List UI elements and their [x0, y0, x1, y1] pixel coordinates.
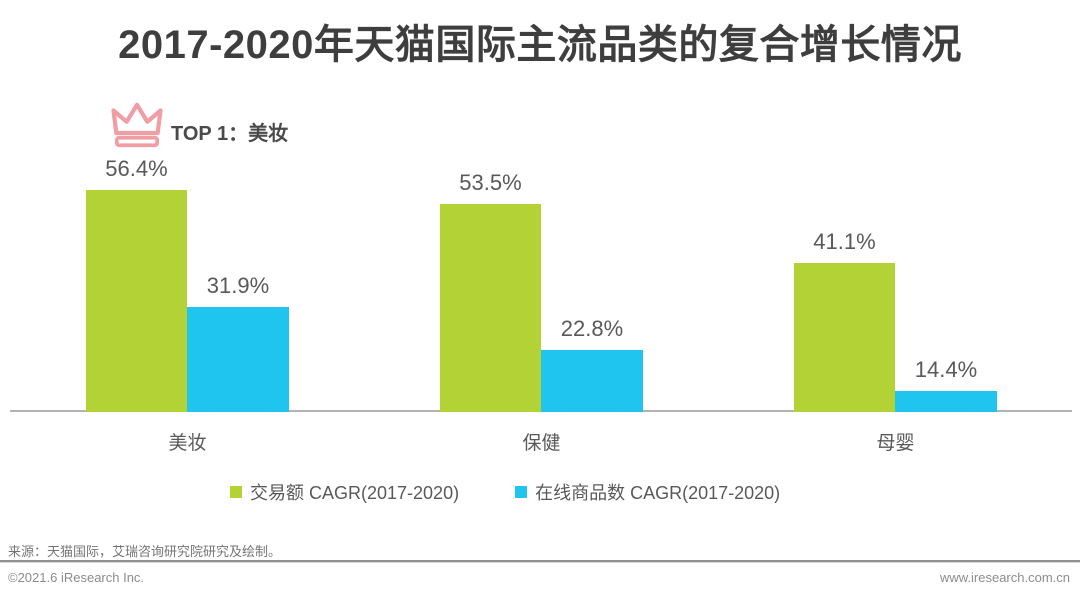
bar-chart-plot-area: 56.4% 31.9% 美妆 53.5% 22.8% 保健 41.1% 14.4% 母婴 [10, 156, 1072, 454]
bar-value-label: 31.9% [206, 273, 270, 298]
legend-label: 在线商品数 CAGR(2017-2020) [535, 483, 781, 503]
category-label-保健: 保健 [522, 433, 561, 454]
bar-value-label: 41.1% [813, 229, 876, 254]
bar-美妆-series1 [187, 307, 289, 412]
bar-value-label: 56.4% [105, 156, 168, 181]
bar-美妆-series0 [86, 190, 187, 412]
legend-swatch-blue [515, 486, 528, 498]
category-label-美妆: 美妆 [168, 433, 207, 454]
bar-value-label: 22.8% [560, 316, 624, 341]
chart-legend: 交易额 CAGR(2017-2020) 在线商品数 CAGR(2017-2020… [230, 479, 780, 505]
bar-母婴-series1 [895, 391, 997, 412]
footer-divider [0, 560, 1080, 563]
category-label-母婴: 母婴 [876, 433, 915, 454]
top1-label: TOP 1：美妆 [171, 123, 289, 145]
bar-保健-series0 [440, 204, 541, 412]
crown-icon [111, 102, 163, 148]
bar-value-label: 14.4% [914, 357, 978, 382]
chart-title: 2017-2020年天猫国际主流品类的复合增长情况 [118, 23, 962, 67]
source-note: 来源：天猫国际，艾瑞咨询研究院研究及绘制。 [8, 544, 282, 559]
legend-entry-gmv-cagr: 交易额 CAGR(2017-2020) [230, 479, 459, 505]
top1-badge: TOP 1：美妆 [108, 102, 288, 149]
legend-label: 交易额 CAGR(2017-2020) [250, 483, 460, 503]
bar-母婴-series0 [794, 263, 895, 412]
copyright-text: ©2021.6 iResearch Inc. [8, 570, 145, 585]
bar-value-label: 53.5% [459, 170, 522, 195]
legend-entry-online-products-cagr: 在线商品数 CAGR(2017-2020) [515, 479, 780, 505]
website-text: www.iresearch.com.cn [939, 570, 1070, 585]
legend-swatch-green [230, 486, 242, 498]
bar-保健-series1 [541, 350, 643, 412]
